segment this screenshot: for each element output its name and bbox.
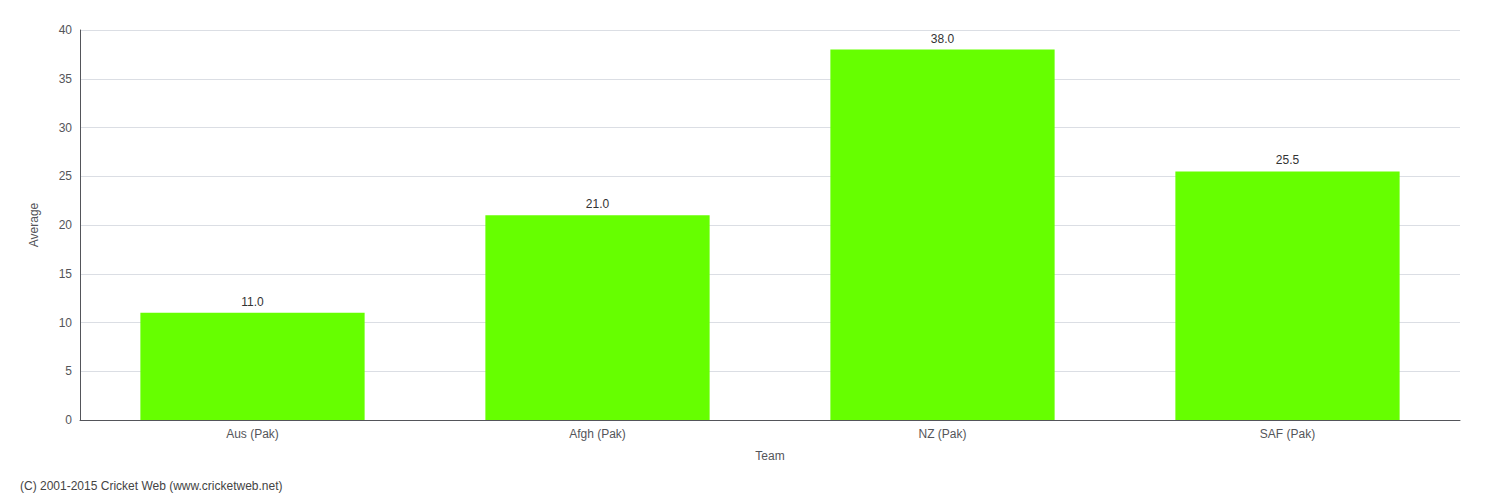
svg-text:(C) 2001-2015 Cricket Web (www: (C) 2001-2015 Cricket Web (www.cricketwe… — [20, 479, 283, 493]
svg-text:40: 40 — [59, 23, 73, 37]
svg-text:20: 20 — [59, 218, 73, 232]
svg-text:Average: Average — [27, 202, 41, 247]
svg-text:NZ (Pak): NZ (Pak) — [919, 427, 967, 441]
svg-text:0: 0 — [65, 413, 72, 427]
svg-text:SAF (Pak): SAF (Pak) — [1260, 427, 1315, 441]
svg-text:11.0: 11.0 — [241, 295, 264, 309]
svg-text:Team: Team — [755, 449, 784, 463]
svg-text:21.0: 21.0 — [586, 197, 610, 211]
svg-text:35: 35 — [59, 72, 73, 86]
svg-text:5: 5 — [65, 364, 72, 378]
svg-text:Aus (Pak): Aus (Pak) — [226, 427, 279, 441]
svg-text:10: 10 — [59, 316, 73, 330]
svg-text:25: 25 — [59, 169, 73, 183]
svg-text:38.0: 38.0 — [931, 32, 955, 46]
svg-text:Afgh (Pak): Afgh (Pak) — [569, 427, 626, 441]
svg-text:25.5: 25.5 — [1276, 153, 1300, 167]
svg-text:30: 30 — [59, 121, 73, 135]
svg-text:15: 15 — [59, 267, 73, 281]
